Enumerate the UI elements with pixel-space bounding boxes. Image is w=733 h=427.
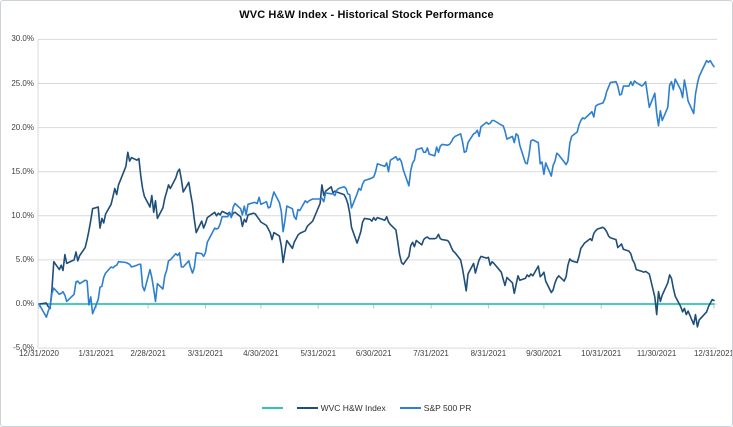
y-tick-label: 5.0% [15,254,34,264]
y-tick-label: -5.0% [13,343,34,353]
chart-title: WVC H&W Index - Historical Stock Perform… [239,9,494,21]
x-tick-label: 8/31/2021 [470,349,507,358]
x-tick-label: 9/30/2021 [526,349,562,358]
legend-item-wvc-index: WVC H&W Index [296,403,386,413]
wvc-index-line [38,151,715,328]
x-tick-label: 11/30/2021 [636,349,677,358]
legend-swatch [296,406,318,410]
x-tick-label: 7/31/2021 [413,349,449,358]
sp500-pr-line [38,59,715,319]
legend-item-zero-baseline [261,406,283,410]
legend-item-sp500-pr: S&P 500 PR [399,403,472,413]
x-tick-label: 10/31/2021 [581,349,622,358]
x-tick-label: 12/31/2020 [18,349,60,358]
y-tick-label: 30.0% [11,34,34,44]
y-tick-label: 25.0% [11,78,34,88]
x-tick-label: 5/31/2021 [300,349,337,358]
legend-label: S&P 500 PR [423,403,472,413]
y-tick-label: 10.0% [11,210,34,220]
x-tick-label: 4/30/2021 [243,349,279,358]
legend-label: WVC H&W Index [320,403,386,413]
x-tick-label: 12/31/2021 [693,349,733,358]
legend-swatch [399,406,421,410]
legend-swatch [261,406,283,410]
x-tick-label: 3/31/2021 [187,349,224,358]
x-tick-label: 1/31/2021 [78,349,115,358]
x-tick-label: 6/30/2021 [355,349,392,358]
chart-legend: WVC H&W Index S&P 500 PR [1,403,732,413]
y-tick-label: 0.0% [15,299,34,308]
y-tick-label: 20.0% [11,122,34,132]
x-tick-label: 2/28/2021 [130,349,166,358]
y-tick-label: 15.0% [11,166,34,176]
